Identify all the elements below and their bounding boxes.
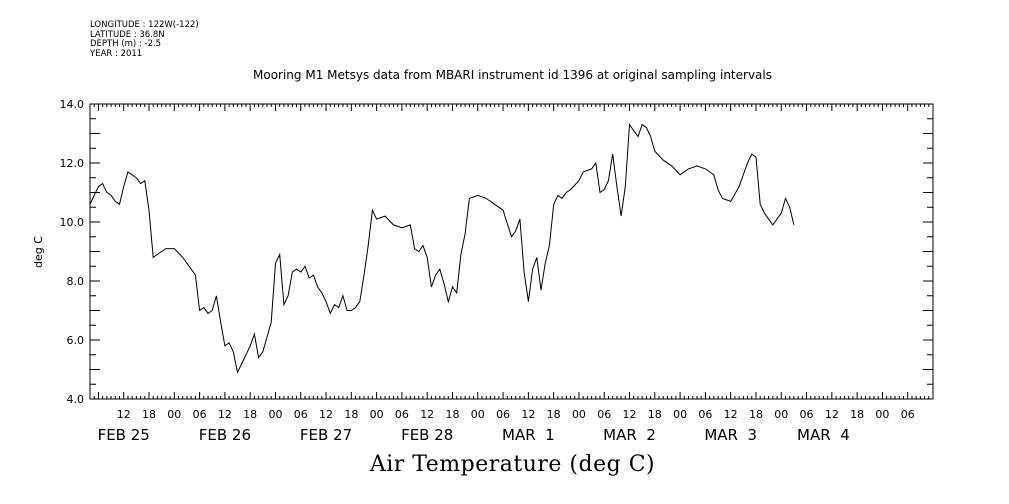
x-day-label: FEB 27: [300, 426, 352, 444]
x-tick-label: 18: [547, 408, 561, 421]
x-tick-label: 00: [673, 408, 687, 421]
x-tick-label: 12: [521, 408, 535, 421]
x-day-label: MAR 1: [502, 426, 555, 444]
y-tick-labels: 4.0 6.0 8.0 10.0 12.0 14.0: [60, 98, 85, 406]
chart-title: Mooring M1 Metsys data from MBARI instru…: [253, 68, 772, 82]
x-tick-label: 00: [774, 408, 788, 421]
longitude-text: LONGITUDE : 122W(-122): [90, 20, 199, 30]
depth-text: DEPTH (m) : -2.5: [90, 39, 162, 50]
x-tick-label: 18: [142, 408, 156, 421]
x-day-label: FEB 25: [98, 426, 150, 444]
plot-frame: [89, 103, 934, 400]
x-tick-label: 06: [395, 408, 409, 421]
x-tick-label: 00: [875, 408, 889, 421]
x-tick-label: 00: [572, 408, 586, 421]
x-tick-label: 12: [319, 408, 333, 421]
x-day-label: FEB 28: [401, 426, 453, 444]
x-tick-label: 06: [496, 408, 510, 421]
x-tick-label: 18: [648, 408, 662, 421]
x-tick-label: 18: [344, 408, 358, 421]
x-tick-label: 06: [901, 408, 915, 421]
y-tick-label: 4.0: [67, 393, 85, 406]
x-day-label: MAR 3: [704, 426, 757, 444]
chart-caption-wrap: Air Temperature (deg C): [0, 452, 1009, 477]
x-tick-label: 06: [800, 408, 814, 421]
x-tick-label: 00: [370, 408, 384, 421]
x-tick-label: 18: [243, 408, 257, 421]
x-tick-label: 06: [597, 408, 611, 421]
x-tick-label: 18: [445, 408, 459, 421]
latitude-text: LATITUDE : 36.8N: [90, 29, 165, 40]
metadata-block: LONGITUDE : 122W(-122) LATITUDE : 36.8N …: [90, 20, 199, 59]
y-tick-label: 6.0: [67, 334, 85, 347]
x-tick-label: 18: [850, 408, 864, 421]
x-tick-label: 12: [724, 408, 738, 421]
x-tick-label: 06: [294, 408, 308, 421]
x-tick-label: 12: [420, 408, 434, 421]
y-tick-label: 10.0: [60, 216, 85, 229]
x-day-label: MAR 2: [603, 426, 656, 444]
x-tick-labels: 12 18 00 06 12 18 00 06 12 18 00 06 12 18 00 06 12 18 00 06…: [117, 408, 915, 421]
chart-caption: Air Temperature (deg C): [369, 452, 656, 477]
y-axis-label: deg C: [32, 236, 45, 268]
axis-ticks: [90, 104, 933, 399]
x-tick-label: 12: [825, 408, 839, 421]
y-tick-label: 8.0: [67, 275, 85, 288]
series-line: [89, 123, 795, 374]
x-tick-label: 00: [167, 408, 181, 421]
y-tick-label: 14.0: [60, 98, 85, 111]
x-tick-label: 06: [698, 408, 712, 421]
x-tick-label: 18: [749, 408, 763, 421]
x-tick-label: 00: [471, 408, 485, 421]
x-day-labels: FEB 25 FEB 26 FEB 27 FEB 28 MAR 1 MAR 2 MAR 3 M…: [98, 426, 850, 444]
chart-title-wrap: Mooring M1 Metsys data from MBARI instru…: [0, 68, 1009, 82]
x-tick-label: 06: [193, 408, 207, 421]
x-tick-label: 12: [623, 408, 637, 421]
x-tick-label: 00: [268, 408, 282, 421]
y-tick-label: 12.0: [60, 157, 85, 170]
x-tick-label: 12: [218, 408, 232, 421]
x-day-label: MAR 4: [797, 426, 850, 444]
x-tick-label: 12: [117, 408, 131, 421]
year-text: YEAR : 2011: [90, 48, 143, 59]
x-day-label: FEB 26: [199, 426, 251, 444]
